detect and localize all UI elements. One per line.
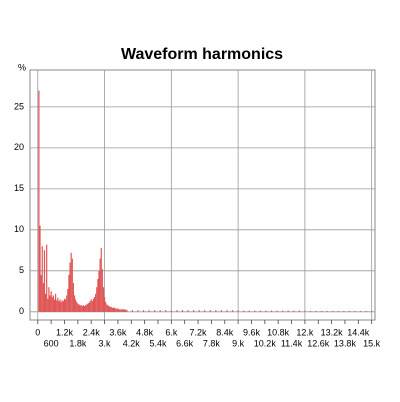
- x-tick-label: 600: [44, 338, 59, 348]
- x-tick-label: 10.8k: [267, 327, 290, 337]
- y-tick-label: 15: [14, 183, 24, 193]
- y-tick-label: 5: [19, 265, 24, 275]
- y-tick-label: 20: [14, 142, 24, 152]
- x-tick-label: 9.6k: [243, 327, 261, 337]
- y-axis-label: %: [18, 62, 26, 72]
- y-tick-label: 0: [19, 306, 24, 316]
- x-tick-label: 7.8k: [203, 338, 221, 348]
- x-tick-label: 6.6k: [176, 338, 194, 348]
- x-tick-label: 10.2k: [254, 338, 277, 348]
- x-tick-label: 13.2k: [321, 327, 344, 337]
- x-tick-label: 14.4k: [347, 327, 370, 337]
- x-tick-label: 9.k: [232, 338, 245, 348]
- x-tick-label: 1.2k: [56, 327, 74, 337]
- x-tick-label: 12.6k: [307, 338, 330, 348]
- x-tick-label: 2.4k: [83, 327, 101, 337]
- x-tick-label: 6.k: [165, 327, 178, 337]
- x-tick-label: 15.k: [363, 338, 381, 348]
- x-tick-label: 4.8k: [136, 327, 154, 337]
- y-tick-label: 10: [14, 224, 24, 234]
- x-tick-label: 3.k: [99, 338, 112, 348]
- chart-title: Waveform harmonics: [121, 46, 283, 63]
- x-tick-label: 3.6k: [109, 327, 127, 337]
- x-tick-label: 12.k: [296, 327, 314, 337]
- x-tick-label: 7.2k: [190, 327, 208, 337]
- x-tick-label: 1.8k: [69, 338, 87, 348]
- x-tick-label: 4.2k: [123, 338, 141, 348]
- plot-area: [29, 69, 376, 321]
- x-tick-label: 5.4k: [149, 338, 167, 348]
- y-tick-label: 25: [14, 101, 24, 111]
- x-tick-label: 8.4k: [216, 327, 234, 337]
- x-tick-label: 11.4k: [281, 338, 303, 348]
- x-tick-label: 13.8k: [334, 338, 357, 348]
- x-tick-label: 0: [35, 327, 40, 337]
